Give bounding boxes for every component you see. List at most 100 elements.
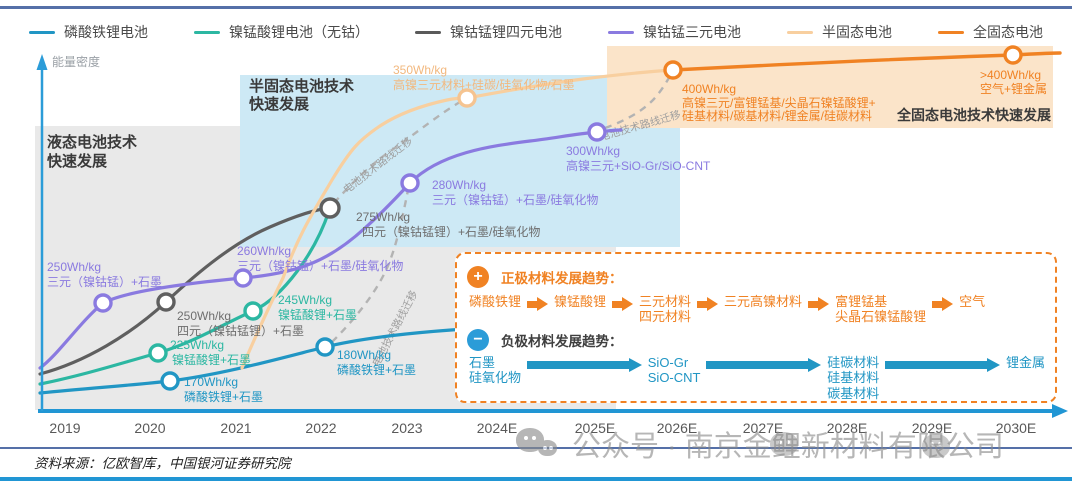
milestone-value: 225Wh/kg — [170, 338, 224, 352]
cathode-step-line: 空气 — [959, 294, 986, 309]
legend-item-semisolid: 半固态电池 — [787, 22, 892, 42]
milestone-material: 硅基材料/碳基材料/锂金属/硅碳材料 — [682, 108, 872, 123]
legend-item-quaternary: 镍钴锰锂四元电池 — [415, 22, 562, 42]
milestone-value: 260Wh/kg — [237, 244, 291, 258]
anode-step: SiO-Gr SiO-CNT — [648, 355, 701, 386]
y-axis-label: 能量密度 — [52, 54, 100, 69]
x-tick: 2022 — [305, 420, 336, 436]
marker-250whkg-quaternary — [156, 292, 176, 312]
milestone-value: 250Wh/kg — [177, 309, 231, 323]
milestone-value: 170Wh/kg — [184, 375, 238, 389]
x-axis-arrow — [1052, 404, 1068, 418]
x-tick: 2025E — [575, 420, 615, 436]
milestone-material: 高镍三元材料+硅碳/硅氧化物/石墨 — [393, 77, 575, 92]
cathode-step-line: 镍锰酸锂 — [554, 294, 607, 309]
legend-swatch-semisolid — [787, 30, 813, 34]
y-axis-arrow — [36, 54, 48, 70]
legend-item-lnmo: 镍锰酸锂电池（无钴） — [194, 22, 369, 42]
chart-legend: 磷酸铁锂电池 镍锰酸锂电池（无钴） 镍钴锰锂四元电池 镍钴锰三元电池 半固态电池… — [0, 22, 1072, 42]
cathode-trend-title: 正极材料发展趋势： — [501, 271, 623, 286]
legend-swatch-ncm — [608, 30, 634, 34]
migration-path-2 — [333, 100, 461, 204]
cathode-trend-flow: 磷酸铁锂 镍锰酸锂 三元材料 四元材料 三元高镍材料 富锂锰基 尖晶石镍锰酸锂 — [469, 294, 1045, 325]
milestone-annotations: 170Wh/kg 磷酸铁锂+石墨 180Wh/kg 磷酸铁锂+石墨 225Wh/… — [47, 63, 1047, 404]
milestone-material: 三元（镍钴锰）+石墨/硅氧化物 — [432, 192, 598, 207]
anode-step-line: SiO-CNT — [647, 370, 701, 386]
legend-label: 磷酸铁锂电池 — [64, 24, 148, 40]
milestone-value: 245Wh/kg — [278, 293, 332, 307]
series-markers — [93, 45, 1023, 391]
right-arrow-icon — [885, 358, 1000, 372]
milestone-material: 高镍三元/富锂锰基/尖晶石镍锰酸锂+ — [682, 95, 876, 110]
x-tick: 2027E — [743, 420, 783, 436]
milestone-value: 350Wh/kg — [393, 63, 447, 77]
anode-step: 硅碳材料 硅基材料 碳基材料 — [827, 355, 879, 401]
legend-label: 全固态电池 — [973, 24, 1043, 40]
cathode-step-line: 尖晶石镍锰酸锂 — [835, 309, 927, 325]
top-divider — [0, 6, 1072, 9]
anode-trend-title-row: − 负极材料发展趋势： — [467, 329, 623, 351]
series-lnmo-line — [38, 209, 331, 386]
legend-item-solidstate: 全固态电池 — [938, 22, 1043, 42]
series-solidstate-line — [671, 51, 1062, 72]
cathode-step: 空气 — [959, 294, 985, 309]
axes: 能量密度 — [36, 54, 1068, 418]
milestone-value: 400Wh/kg — [682, 82, 736, 96]
milestone-value: 180Wh/kg — [337, 348, 391, 362]
cathode-step: 富锂锰基 尖晶石镍锰酸锂 — [835, 294, 926, 325]
bottom-divider — [0, 477, 1072, 481]
watermark: 公众号 · 南京金鲤新材料有限公司 — [516, 418, 1072, 470]
legend-item-ncm: 镍钴锰三元电池 — [608, 22, 741, 42]
legend-swatch-lnmo — [194, 30, 220, 34]
cathode-step: 磷酸铁锂 — [469, 294, 521, 309]
minus-icon: − — [467, 329, 489, 351]
x-tick: 2023 — [391, 420, 422, 436]
anode-step-line: 碳基材料 — [827, 385, 880, 401]
right-arrow-icon — [808, 297, 830, 311]
x-tick: 2028E — [827, 420, 867, 436]
legend-label: 镍锰酸锂电池（无钴） — [229, 24, 369, 40]
milestone-value: 280Wh/kg — [432, 178, 486, 192]
cathode-step: 三元高镍材料 — [724, 294, 802, 309]
legend-label: 镍钴锰三元电池 — [643, 24, 741, 40]
cathode-step-line: 富锂锰基 — [835, 294, 888, 309]
migration-path-3 — [604, 75, 672, 130]
cathode-step-line: 四元材料 — [639, 309, 692, 325]
x-tick: 2020 — [134, 420, 165, 436]
marker-gt400whkg — [1003, 45, 1023, 65]
milestone-material: 磷酸铁锂+石墨 — [337, 362, 416, 377]
legend-swatch-lfp — [29, 30, 55, 34]
chat-bubble-icon — [538, 440, 557, 456]
legend-swatch-solidstate — [938, 30, 964, 34]
marker-275whkg — [319, 197, 341, 219]
anode-step: 石墨 硅氧化物 — [469, 355, 521, 386]
anode-trend-flow: 石墨 硅氧化物 SiO-Gr SiO-CNT 硅碳材料 硅基材料 碳基材料 锂金… — [469, 355, 1045, 401]
milestone-material: 四元（镍钴锰锂）+石墨 — [177, 323, 304, 338]
marker-260whkg — [233, 268, 253, 288]
cathode-step-line: 三元材料 — [639, 294, 692, 309]
right-arrow-icon — [697, 297, 719, 311]
anode-step: 锂金属 — [1006, 355, 1045, 370]
series-quaternary-line — [38, 206, 332, 376]
chat-bubble-icon — [922, 434, 950, 458]
marker-180whkg — [315, 337, 335, 357]
milestone-material: 镍锰酸锂+石墨 — [278, 307, 357, 322]
cathode-trend-title-row: + 正极材料发展趋势： — [467, 266, 623, 288]
marker-245whkg — [243, 301, 263, 321]
marker-170whkg — [160, 371, 180, 391]
x-tick: 2019 — [49, 420, 80, 436]
legend-label: 半固态电池 — [822, 24, 892, 40]
plus-icon: + — [467, 266, 489, 288]
cathode-step-line: 磷酸铁锂 — [469, 294, 522, 309]
milestone-material: 三元（镍钴锰）+石墨/硅氧化物 — [237, 258, 403, 273]
anode-step-line: 硅碳材料 — [827, 355, 880, 370]
legend-swatch-quaternary — [415, 30, 441, 34]
source-note: 资料来源：亿欧智库，中国银河证券研究院 — [34, 456, 291, 471]
x-tick: 2029E — [912, 420, 952, 436]
milestone-material: 三元（镍钴锰）+石墨 — [47, 274, 162, 289]
cathode-step: 镍锰酸锂 — [554, 294, 606, 309]
chat-bubble-icon — [770, 432, 798, 456]
anode-step-line: 锂金属 — [1006, 355, 1046, 370]
migration-path-1 — [331, 189, 410, 343]
